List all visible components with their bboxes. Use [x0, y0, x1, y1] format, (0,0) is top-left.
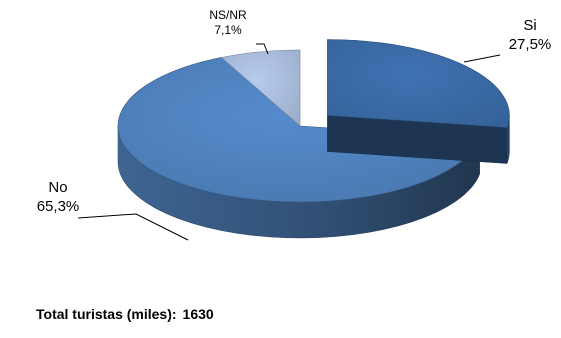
slice-value-si: 27,5% — [509, 36, 552, 53]
footer-label: Total turistas (miles): — [36, 306, 177, 322]
pie-slice-no — [117, 57, 481, 203]
leader-line-si — [463, 54, 501, 63]
slice-label-ns-nr: NS/NR — [209, 8, 247, 22]
footer-value: 1630 — [182, 306, 214, 322]
pie-slice-ns-nr — [220, 49, 301, 127]
leader-line-no — [77, 213, 189, 241]
footer-total: Total turistas (miles): 1630 — [36, 306, 214, 322]
pie-slice-si — [327, 39, 510, 128]
leader-line-ns-nr — [256, 43, 269, 55]
slice-label-no: No — [48, 179, 67, 196]
slice-value-ns-nr: 7,1% — [214, 23, 242, 37]
slice-label-si: Si — [523, 17, 536, 34]
slice-value-no: 65,3% — [37, 198, 80, 215]
